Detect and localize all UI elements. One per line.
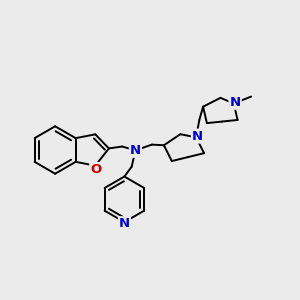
Text: N: N	[230, 96, 241, 109]
Text: O: O	[90, 163, 101, 176]
Text: N: N	[130, 144, 141, 157]
Text: N: N	[192, 130, 203, 142]
Text: N: N	[119, 217, 130, 230]
